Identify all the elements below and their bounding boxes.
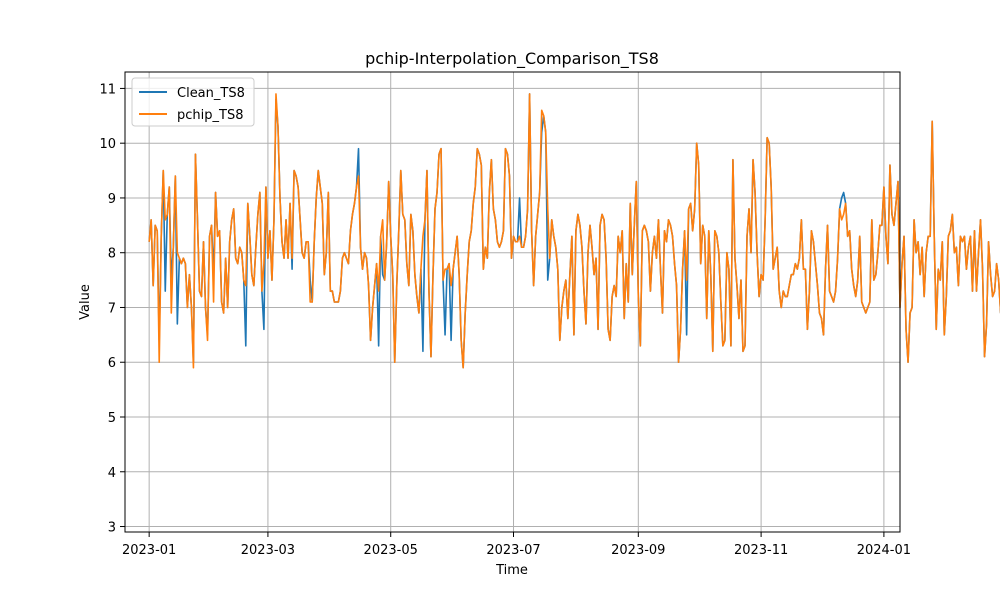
y-tick-label: 4 [108,466,116,481]
x-tick-label: 2023-05 [364,543,418,558]
x-tick-label: 2023-03 [241,543,295,558]
y-tick-label: 11 [99,82,116,97]
chart-title: pchip-Interpolation_Comparison_TS8 [365,49,659,69]
x-tick-label: 2023-01 [122,543,176,558]
axis-ticks: 2023-01 2023-03 2023-05 2023-07 2023-09 2023-… [99,82,911,558]
y-axis-label: Value [78,284,93,320]
y-tick-label: 5 [108,411,116,426]
grid [125,72,900,532]
x-tick-label: 2024-01 [857,543,911,558]
legend-label-pchip: pchip_TS8 [177,108,243,123]
y-tick-label: 3 [108,521,116,536]
legend: Clean_TS8 pchip_TS8 [131,77,255,127]
y-tick-label: 10 [99,137,116,152]
y-tick-label: 8 [108,247,116,262]
y-tick-label: 6 [108,356,116,371]
x-tick-label: 2023-07 [486,543,540,558]
plot-frame [124,71,901,533]
x-tick-label: 2023-09 [611,543,665,558]
y-tick-label: 7 [108,301,116,316]
x-tick-label: 2023-11 [734,543,788,558]
legend-label-clean: Clean_TS8 [177,86,245,101]
y-tick-label: 9 [108,192,116,207]
series-line-pchip-ts8 [148,93,1000,369]
x-axis-label: Time [495,563,528,578]
series-layer [148,93,1000,369]
